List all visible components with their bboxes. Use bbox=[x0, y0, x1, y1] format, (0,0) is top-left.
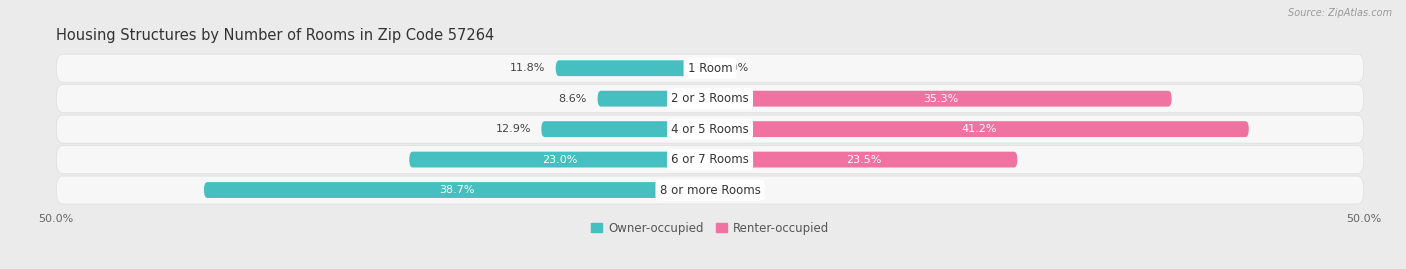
Text: 11.8%: 11.8% bbox=[510, 63, 546, 73]
FancyBboxPatch shape bbox=[56, 54, 1364, 82]
FancyBboxPatch shape bbox=[555, 60, 710, 76]
Text: 0.0%: 0.0% bbox=[720, 63, 749, 73]
Text: 1 Room: 1 Room bbox=[688, 62, 733, 75]
Text: Housing Structures by Number of Rooms in Zip Code 57264: Housing Structures by Number of Rooms in… bbox=[56, 28, 495, 43]
Text: 41.2%: 41.2% bbox=[962, 124, 997, 134]
FancyBboxPatch shape bbox=[409, 152, 710, 168]
FancyBboxPatch shape bbox=[541, 121, 710, 137]
FancyBboxPatch shape bbox=[56, 146, 1364, 174]
Legend: Owner-occupied, Renter-occupied: Owner-occupied, Renter-occupied bbox=[586, 217, 834, 239]
FancyBboxPatch shape bbox=[56, 85, 1364, 113]
Text: 2 or 3 Rooms: 2 or 3 Rooms bbox=[671, 92, 749, 105]
Text: 8.6%: 8.6% bbox=[558, 94, 588, 104]
Text: 4 or 5 Rooms: 4 or 5 Rooms bbox=[671, 123, 749, 136]
Text: Source: ZipAtlas.com: Source: ZipAtlas.com bbox=[1288, 8, 1392, 18]
Text: 23.0%: 23.0% bbox=[541, 155, 578, 165]
FancyBboxPatch shape bbox=[56, 176, 1364, 204]
Text: 12.9%: 12.9% bbox=[495, 124, 531, 134]
Text: 0.0%: 0.0% bbox=[720, 185, 749, 195]
FancyBboxPatch shape bbox=[710, 121, 1249, 137]
FancyBboxPatch shape bbox=[710, 152, 1018, 168]
FancyBboxPatch shape bbox=[710, 91, 1171, 107]
FancyBboxPatch shape bbox=[56, 115, 1364, 143]
FancyBboxPatch shape bbox=[204, 182, 710, 198]
Text: 8 or more Rooms: 8 or more Rooms bbox=[659, 183, 761, 197]
Text: 6 or 7 Rooms: 6 or 7 Rooms bbox=[671, 153, 749, 166]
Text: 38.7%: 38.7% bbox=[439, 185, 475, 195]
Text: 23.5%: 23.5% bbox=[846, 155, 882, 165]
FancyBboxPatch shape bbox=[598, 91, 710, 107]
Text: 35.3%: 35.3% bbox=[924, 94, 959, 104]
